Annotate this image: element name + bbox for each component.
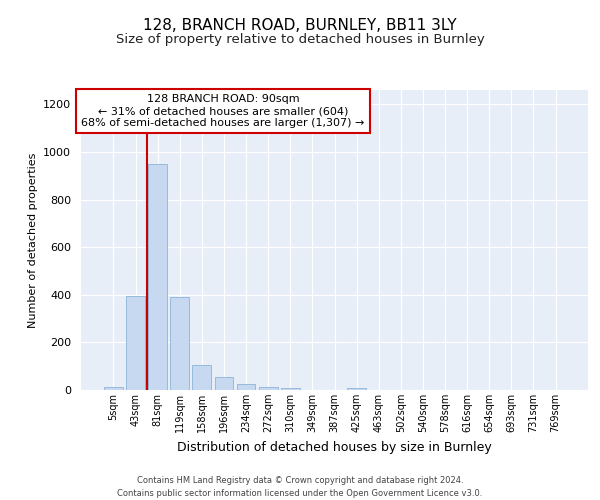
Bar — [148, 164, 167, 390]
Text: 128, BRANCH ROAD, BURNLEY, BB11 3LY: 128, BRANCH ROAD, BURNLEY, BB11 3LY — [143, 18, 457, 32]
Bar — [215, 377, 233, 390]
Text: Size of property relative to detached houses in Burnley: Size of property relative to detached ho… — [116, 32, 484, 46]
Bar — [259, 387, 278, 390]
X-axis label: Distribution of detached houses by size in Burnley: Distribution of detached houses by size … — [177, 440, 492, 454]
Bar — [104, 387, 123, 390]
Text: 128 BRANCH ROAD: 90sqm
← 31% of detached houses are smaller (604)
68% of semi-de: 128 BRANCH ROAD: 90sqm ← 31% of detached… — [81, 94, 365, 128]
Y-axis label: Number of detached properties: Number of detached properties — [28, 152, 38, 328]
Bar — [193, 364, 211, 390]
Bar — [126, 296, 145, 390]
Text: Contains HM Land Registry data © Crown copyright and database right 2024.
Contai: Contains HM Land Registry data © Crown c… — [118, 476, 482, 498]
Bar — [170, 296, 189, 390]
Bar — [236, 384, 256, 390]
Bar — [347, 388, 366, 390]
Bar — [281, 388, 299, 390]
